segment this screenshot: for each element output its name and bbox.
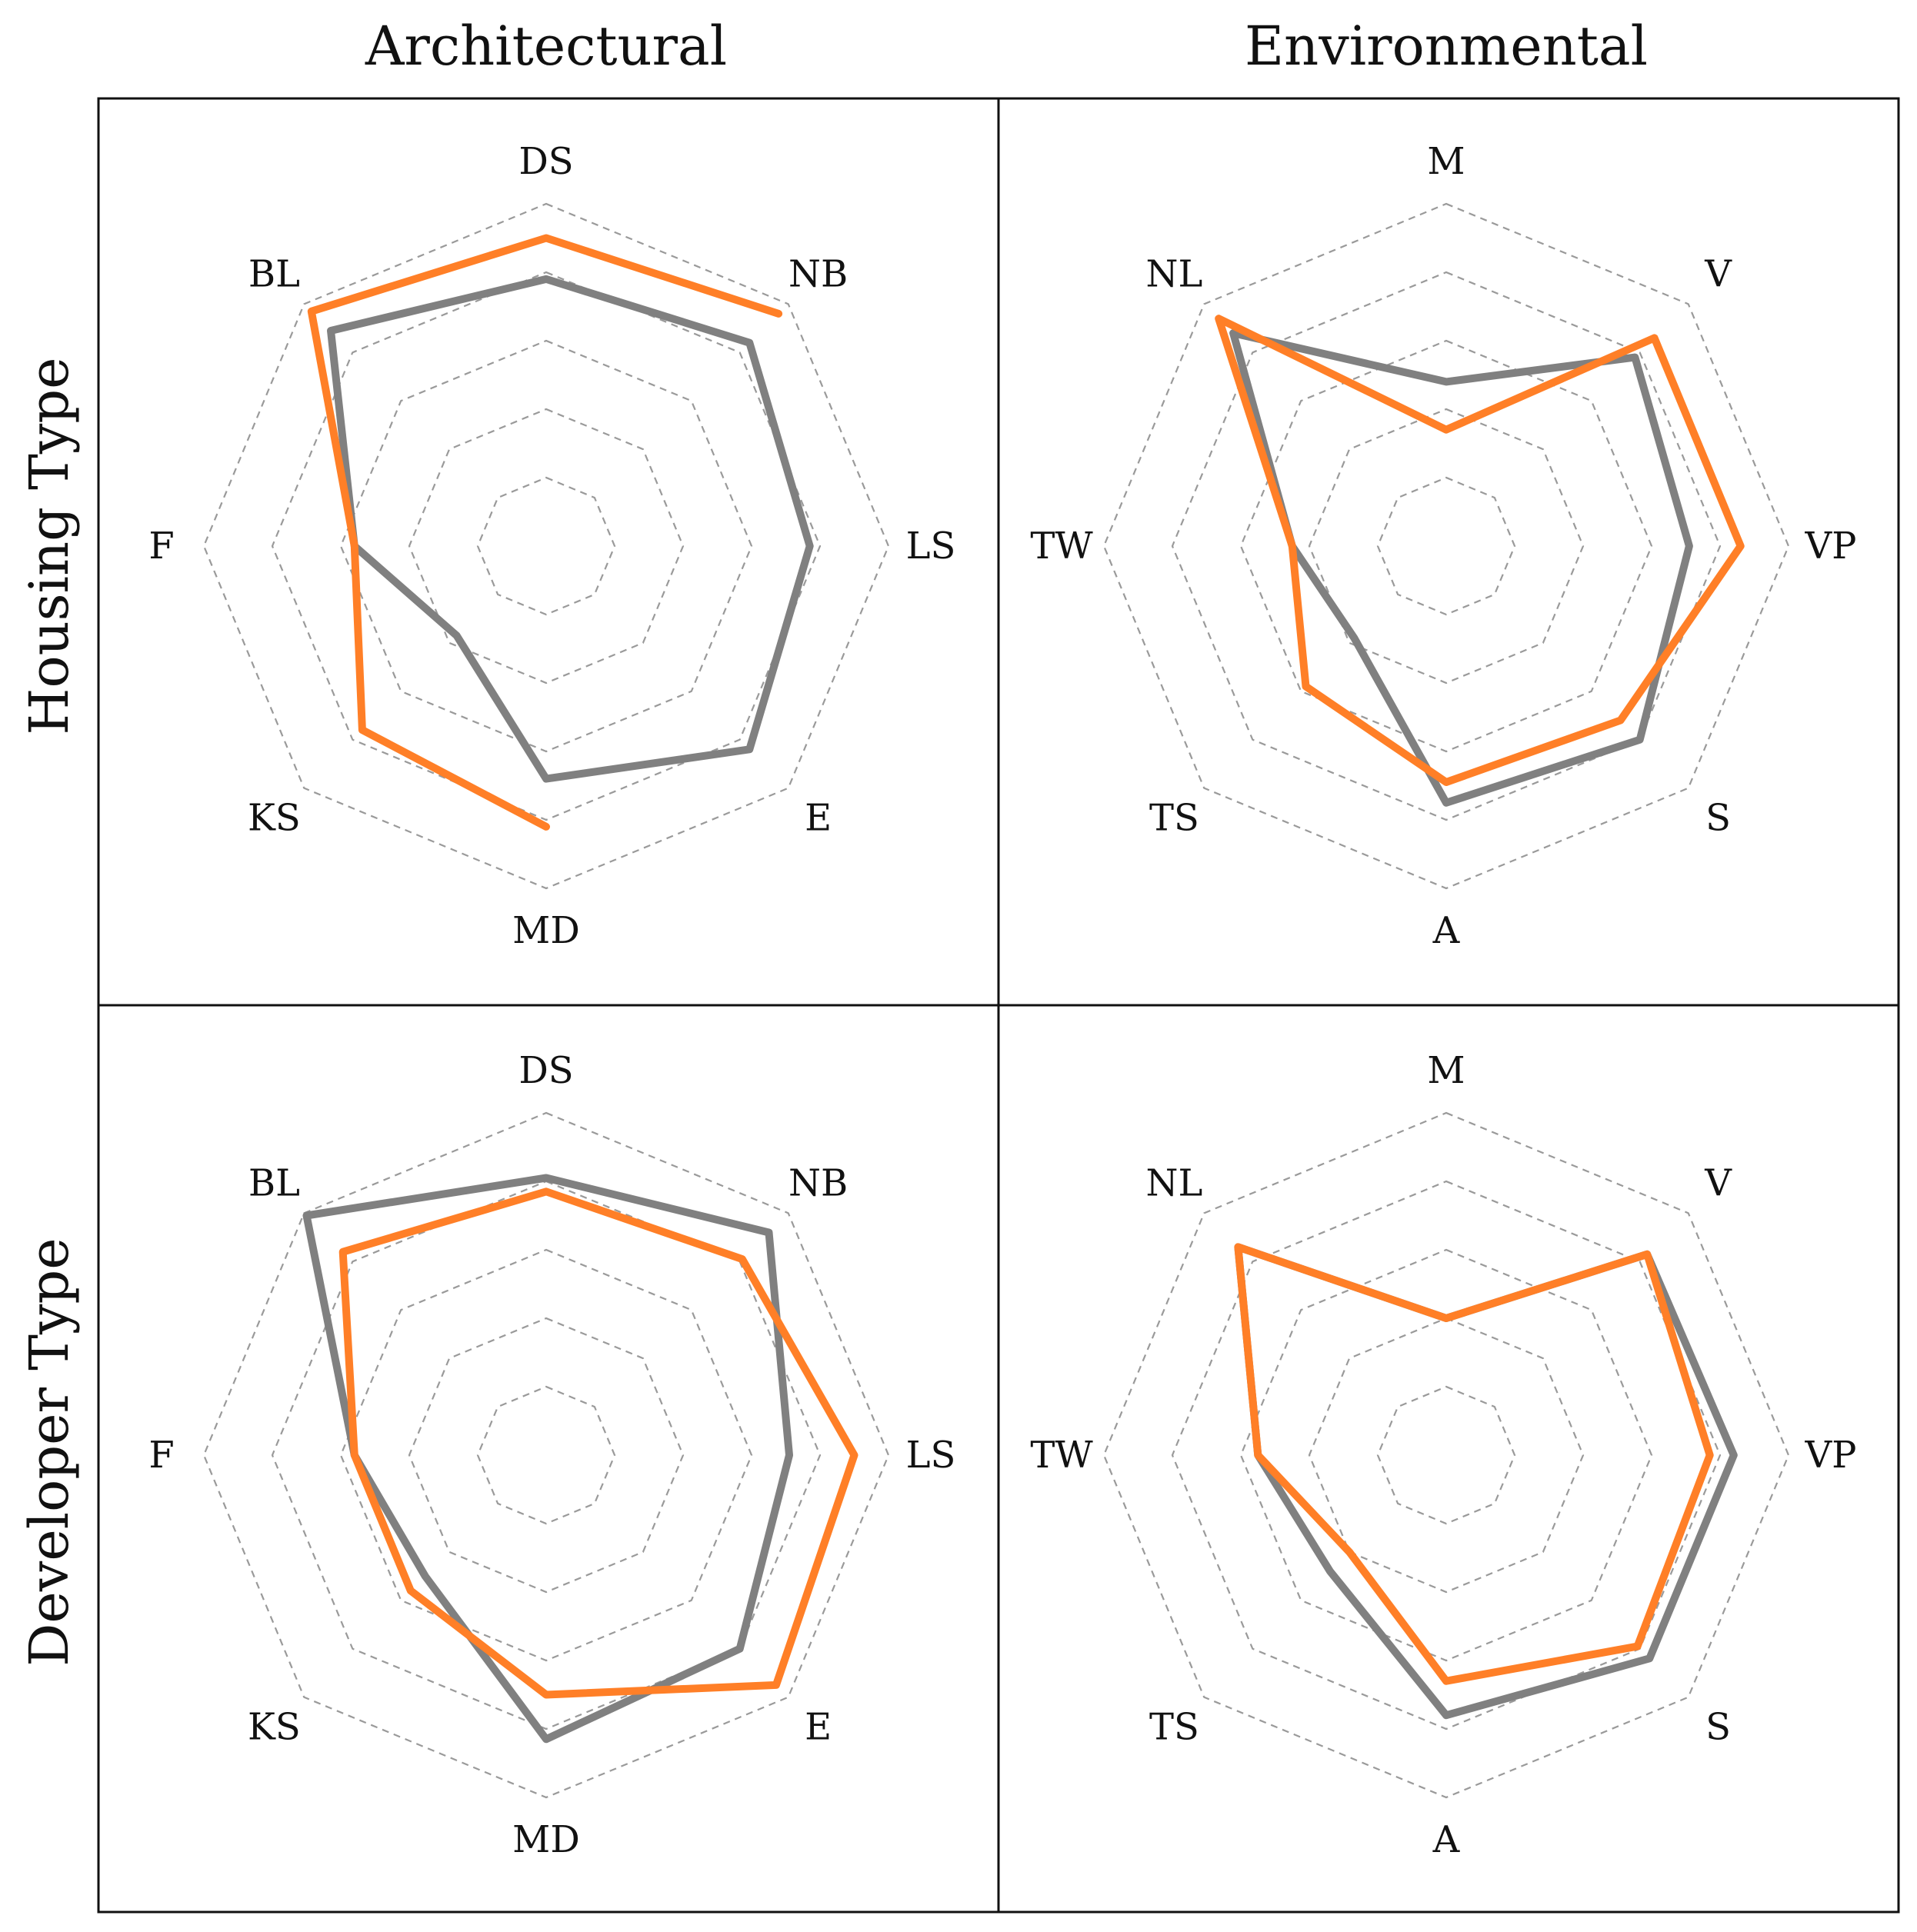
series-line-gray <box>1229 329 1693 807</box>
axis-label-v: V <box>1704 1161 1732 1204</box>
grid-ring <box>202 1111 890 1799</box>
axis-label-md: MD <box>512 909 580 952</box>
grid-ring <box>408 1317 685 1594</box>
axis-label-bl: BL <box>248 252 300 295</box>
grid-ring <box>1171 1180 1722 1730</box>
axis-label-ls: LS <box>906 1434 956 1477</box>
series-line-orange <box>307 234 783 831</box>
axis-label-nb: NB <box>788 1161 848 1204</box>
grid-ring <box>1308 1317 1585 1594</box>
axis-label-md: MD <box>512 1818 580 1861</box>
grid-ring <box>1239 1248 1653 1662</box>
grid-ring <box>476 1385 616 1525</box>
axis-label-nb: NB <box>788 252 848 295</box>
axis-label-s: S <box>1705 1706 1731 1749</box>
row-title-housing-type: Housing Type <box>18 357 81 734</box>
axis-label-a: A <box>1432 909 1461 952</box>
column-title-environmental: Environmental <box>1245 15 1648 78</box>
series-line-orange <box>1215 315 1745 786</box>
series-line-gray <box>1234 1243 1738 1720</box>
axis-label-e: E <box>805 797 832 840</box>
axis-label-ds: DS <box>518 140 573 183</box>
series-line-orange <box>1234 1243 1714 1685</box>
axis-label-a: A <box>1432 1818 1461 1861</box>
grid-ring <box>1102 1111 1790 1799</box>
radar-panel-housing-architectural: DS NB LS E MD KS F BL <box>148 140 955 952</box>
grid-ring <box>339 1248 753 1662</box>
axis-label-vp: VP <box>1805 525 1857 568</box>
axis-label-nl: NL <box>1145 252 1202 295</box>
axis-label-nl: NL <box>1145 1161 1202 1204</box>
grid-ring <box>339 339 753 753</box>
grid-ring <box>408 408 685 685</box>
axis-label-f: F <box>148 525 174 568</box>
grid-ring <box>1308 408 1585 685</box>
grid-ring <box>1376 476 1516 616</box>
row-title-developer-type: Developer Type <box>18 1237 81 1666</box>
axis-label-ts: TS <box>1149 797 1199 840</box>
axis-label-e: E <box>805 1706 832 1749</box>
axis-label-bl: BL <box>248 1161 300 1204</box>
axis-label-s: S <box>1705 797 1731 840</box>
radar-panel-developer-architectural: DS NB LS E MD KS F BL <box>148 1049 955 1861</box>
grid-ring <box>476 476 616 616</box>
radar-panel-housing-environmental: M V VP S A TS TW NL <box>1030 140 1856 952</box>
grid-ring <box>202 202 890 890</box>
grid-ring <box>1376 1385 1516 1525</box>
series-line-gray <box>302 1174 793 1744</box>
series-line-orange <box>338 1188 858 1699</box>
axis-label-ls: LS <box>906 525 956 568</box>
grid-ring <box>1239 339 1653 753</box>
axis-label-tw: TW <box>1030 1434 1093 1477</box>
column-title-architectural: Architectural <box>365 15 727 78</box>
grid-ring <box>1102 202 1790 890</box>
radar-panel-developer-environmental: M V VP S A TS TW NL <box>1030 1049 1856 1861</box>
axis-label-ts: TS <box>1149 1706 1199 1749</box>
axis-label-f: F <box>148 1434 174 1477</box>
axis-label-m: M <box>1427 1049 1465 1092</box>
grid-ring <box>1171 271 1722 821</box>
axis-label-tw: TW <box>1030 525 1093 568</box>
axis-label-ks: KS <box>248 1706 301 1749</box>
series-line-gray <box>327 275 814 783</box>
axis-label-v: V <box>1704 252 1732 295</box>
axis-label-ds: DS <box>518 1049 573 1092</box>
axis-label-vp: VP <box>1805 1434 1857 1477</box>
axis-label-ks: KS <box>248 797 301 840</box>
grid-ring <box>271 271 822 821</box>
axis-label-m: M <box>1427 140 1465 183</box>
